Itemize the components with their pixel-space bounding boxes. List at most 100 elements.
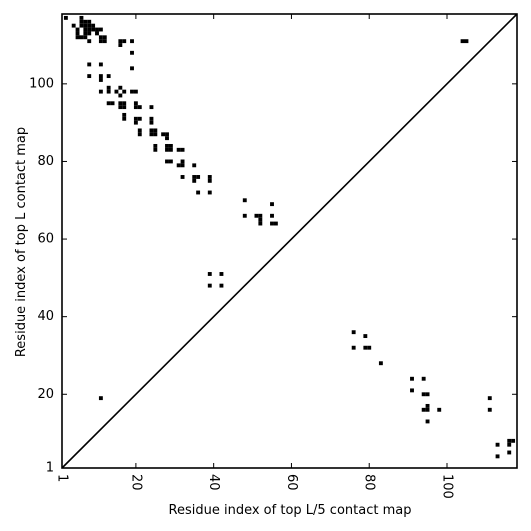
contact-cell-top-l xyxy=(98,78,103,82)
contact-cell-top-l xyxy=(460,39,465,44)
contact-cell-top-l xyxy=(71,23,76,28)
contact-cell-top-l xyxy=(168,147,173,152)
contact-cell-top-l xyxy=(133,116,138,121)
contact-cell-top-l5 xyxy=(363,345,368,350)
contact-cell-top-l xyxy=(137,105,142,110)
y-tick-label: 40 xyxy=(37,309,54,324)
contact-cell-top-l xyxy=(83,35,88,40)
contact-cell-top-l xyxy=(122,89,127,94)
contact-cell-top-l5 xyxy=(410,388,414,393)
contact-cell-top-l xyxy=(165,132,169,137)
contact-cell-top-l xyxy=(161,132,166,137)
y-axis-ticks: 1 20 40 60 80 100 xyxy=(29,76,517,476)
contact-cell-top-l5 xyxy=(425,407,430,412)
contact-cell-top-l xyxy=(149,132,154,137)
contact-cell-top-l xyxy=(207,272,212,276)
contact-cell-top-l xyxy=(98,27,103,32)
contact-cell-top-l xyxy=(102,39,107,44)
contact-cell-top-l xyxy=(91,23,96,28)
contact-cell-top-l xyxy=(149,105,154,110)
contact-cell-top-l xyxy=(87,39,92,44)
contact-cell-top-l xyxy=(122,105,127,110)
contact-cell-top-l xyxy=(98,62,103,67)
contact-cell-top-l5 xyxy=(410,376,414,381)
contact-cell-top-l xyxy=(133,120,138,125)
contact-cell-top-l5 xyxy=(425,419,430,424)
contact-cell-top-l xyxy=(242,213,247,218)
contact-cell-top-l xyxy=(176,163,181,168)
contact-cell-top-l5 xyxy=(367,345,372,350)
contact-cell-top-l xyxy=(165,136,169,141)
contact-cell-top-l xyxy=(87,19,92,24)
contact-cell-top-l xyxy=(464,39,469,44)
contact-cell-top-l5 xyxy=(351,330,356,335)
contact-cell-top-l xyxy=(87,74,92,79)
contact-cell-top-l xyxy=(273,221,278,226)
y-tick-label: 20 xyxy=(37,387,54,402)
contact-cell-top-l xyxy=(75,35,80,40)
contact-cell-top-l xyxy=(153,147,158,152)
contact-cell-top-l5 xyxy=(421,392,426,397)
contact-cell-top-l xyxy=(118,93,123,98)
contact-cell-top-l xyxy=(165,143,169,148)
contact-cell-top-l xyxy=(153,143,158,148)
contact-cell-top-l xyxy=(122,101,127,106)
contact-cell-top-l xyxy=(83,31,88,36)
contact-cell-top-l xyxy=(130,89,134,94)
contact-cell-top-l xyxy=(118,85,123,90)
contact-cell-top-l xyxy=(83,23,88,28)
contact-cell-top-l5 xyxy=(487,396,492,401)
contact-cell-top-l xyxy=(83,19,88,24)
contact-cell-top-l xyxy=(91,27,96,32)
contact-cell-top-l xyxy=(79,19,84,24)
contact-cell-top-l xyxy=(219,283,224,288)
contact-cell-top-l5 xyxy=(351,345,356,350)
contact-cell-top-l xyxy=(98,89,103,94)
contact-cell-top-l xyxy=(95,27,99,32)
contact-cell-top-l xyxy=(165,159,169,164)
contact-cell-top-l xyxy=(168,159,173,164)
contact-cell-top-l xyxy=(102,35,107,40)
contact-cell-top-l xyxy=(83,27,88,32)
contact-cell-top-l xyxy=(79,35,84,40)
contact-cell-top-l xyxy=(153,132,158,137)
contact-cell-top-l xyxy=(114,89,119,94)
contact-cell-top-l5 xyxy=(507,438,512,443)
y-tick-label: 80 xyxy=(37,154,54,169)
contact-cell-top-l xyxy=(87,62,92,67)
contact-cell-top-l xyxy=(137,116,142,121)
contact-cell-top-l xyxy=(192,178,197,183)
contact-cell-top-l xyxy=(106,74,111,79)
contact-cell-top-l xyxy=(106,85,111,90)
contact-cell-top-l xyxy=(168,143,173,148)
x-tick-label: 60 xyxy=(284,474,299,491)
contact-cell-top-l xyxy=(149,128,154,133)
contact-cell-top-l xyxy=(149,120,154,125)
contact-cell-top-l xyxy=(98,35,103,40)
y-tick-label: 1 xyxy=(46,461,54,476)
contact-cell-top-l xyxy=(118,105,123,110)
contact-cell-top-l xyxy=(207,175,212,179)
contact-cell-top-l xyxy=(87,27,92,32)
contact-cell-top-l xyxy=(192,175,197,179)
contact-cell-top-l xyxy=(270,221,274,226)
contact-cell-top-l xyxy=(106,101,111,106)
contact-cell-top-l xyxy=(207,283,212,288)
diagonal-line xyxy=(61,13,518,469)
contact-cell-top-l5 xyxy=(437,407,442,412)
contact-cell-top-l xyxy=(79,23,84,28)
y-tick-label: 100 xyxy=(29,76,54,91)
contact-cell-top-l xyxy=(207,178,212,183)
plot-frame xyxy=(61,13,518,469)
x-axis-label: Residue index of top L/5 contact map xyxy=(169,503,412,518)
contact-cell-top-l xyxy=(192,163,197,168)
contact-cell-top-l xyxy=(180,175,185,179)
contact-cell-top-l5 xyxy=(495,454,500,459)
contact-cell-top-l5 xyxy=(511,438,516,443)
contact-cell-top-l xyxy=(180,147,185,152)
y-axis-label: Residue index of top L contact map xyxy=(14,127,29,357)
contact-cell-top-l xyxy=(118,101,123,106)
contact-cell-top-l5 xyxy=(425,392,430,397)
contact-cell-top-l xyxy=(196,175,201,179)
